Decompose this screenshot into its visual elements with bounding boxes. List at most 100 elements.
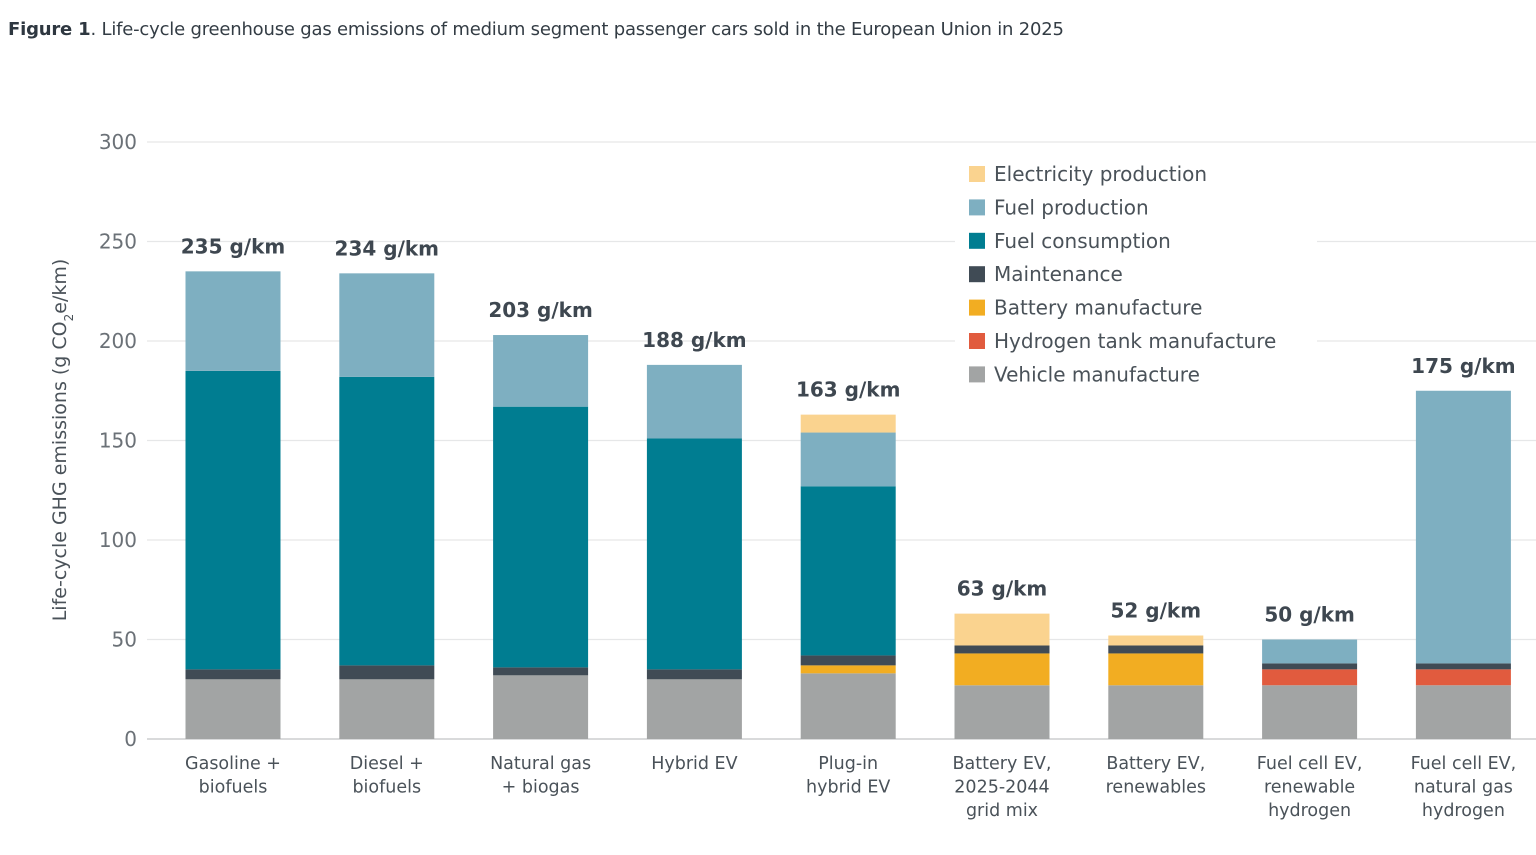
bar-segment-fuel-production — [1415, 390, 1511, 664]
legend-item: Fuel consumption — [969, 229, 1171, 253]
x-category-label: Battery EV, 2025-2044 grid mix — [953, 754, 1052, 821]
figure-caption: . Life-cycle greenhouse gas emissions of… — [90, 19, 1064, 40]
x-category-label: Gasoline + biofuels — [185, 754, 281, 798]
bar-segment-vehicle-manufacture — [1415, 685, 1511, 739]
bar-segment-fuel-production — [493, 335, 589, 407]
x-category-label: Battery EV, renewables — [1106, 754, 1206, 798]
bar-segment-maintenance — [646, 669, 742, 680]
bar-segment-vehicle-manufacture — [1108, 685, 1204, 739]
bar-segment-vehicle-manufacture — [646, 679, 742, 739]
bar-segment-electricity-production — [954, 613, 1050, 646]
y-tick-label: 250 — [99, 230, 137, 254]
total-label: 234 g/km — [335, 236, 439, 260]
total-label: 175 g/km — [1411, 354, 1515, 378]
bar-segment-maintenance — [185, 669, 281, 680]
y-tick-label: 0 — [124, 727, 137, 751]
legend-background — [955, 158, 1317, 390]
bar-stack — [185, 271, 281, 739]
bar-segment-fuel-consumption — [493, 406, 589, 668]
x-category-label: Plug-in hybrid EV — [806, 754, 890, 798]
legend-item: Hydrogen tank manufacture — [969, 329, 1276, 353]
bar-segment-fuel-production — [185, 271, 281, 371]
y-tick-label: 50 — [112, 628, 137, 652]
bar-segment-maintenance — [800, 655, 896, 666]
legend-label: Hydrogen tank manufacture — [994, 329, 1276, 353]
y-axis-ticks: 0 50 100 150 200 250 300 — [99, 130, 137, 751]
y-tick-label: 150 — [99, 429, 137, 453]
legend-label: Fuel production — [994, 195, 1149, 219]
bar-segment-electricity-production — [800, 414, 896, 433]
bar-segment-fuel-production — [646, 364, 742, 439]
total-label: 50 g/km — [1264, 603, 1355, 627]
legend-item: Electricity production — [969, 162, 1207, 186]
bar-segment-fuel-consumption — [185, 370, 281, 670]
bar-stack — [1108, 635, 1204, 739]
legend-label: Maintenance — [994, 262, 1123, 286]
bar-stack — [1262, 639, 1358, 739]
legend-label: Vehicle manufacture — [994, 362, 1200, 386]
x-category-label: Fuel cell EV, natural gas hydrogen — [1411, 754, 1517, 821]
legend: Electricity production Fuel production Fue… — [955, 158, 1317, 390]
legend-item: Fuel production — [969, 195, 1149, 219]
bar-segment-vehicle-manufacture — [185, 679, 281, 739]
figure-title: Figure 1. Life-cycle greenhouse gas emis… — [8, 19, 1064, 40]
x-category-label: Hybrid EV — [651, 754, 737, 774]
bar-segment-fuel-production — [339, 273, 435, 377]
total-label: 63 g/km — [957, 577, 1048, 601]
bar-segment-fuel-consumption — [800, 486, 896, 656]
legend-swatch — [969, 266, 985, 283]
figure-label: Figure 1 — [8, 19, 91, 40]
x-category-label: Diesel + biofuels — [350, 754, 424, 798]
bar-segment-fuel-production — [1262, 639, 1358, 664]
legend-swatch — [969, 166, 985, 182]
total-label: 188 g/km — [642, 328, 746, 352]
bar-segment-hydrogen-tank-manufacture — [1415, 669, 1511, 686]
bar-segment-fuel-production — [800, 432, 896, 487]
bar-stack — [339, 273, 435, 739]
legend-item: Vehicle manufacture — [969, 362, 1200, 386]
legend-swatch — [969, 333, 985, 349]
legend-swatch — [969, 232, 985, 249]
bar-segment-vehicle-manufacture — [800, 673, 896, 739]
bars — [185, 271, 1511, 739]
bar-stack — [646, 364, 742, 739]
legend-item: Maintenance — [969, 262, 1123, 286]
y-axis-label: Life-cycle GHG emissions (g CO2e/km) — [49, 259, 76, 622]
bar-segment-fuel-consumption — [646, 438, 742, 670]
bar-segment-maintenance — [1262, 663, 1358, 670]
bar-segment-hydrogen-tank-manufacture — [1262, 669, 1358, 686]
bar-segment-vehicle-manufacture — [339, 679, 435, 739]
legend-item: Battery manufacture — [969, 296, 1202, 320]
bar-segment-vehicle-manufacture — [954, 685, 1050, 739]
bar-segment-fuel-consumption — [339, 376, 435, 666]
bar-segment-maintenance — [1415, 663, 1511, 670]
bar-stack — [800, 414, 896, 739]
x-category-label: Natural gas + biogas — [490, 754, 591, 798]
total-label: 235 g/km — [181, 234, 285, 258]
bar-stack — [954, 613, 1050, 739]
total-label: 203 g/km — [488, 298, 592, 322]
x-axis-category-labels: Gasoline + biofuels Diesel + biofuels Natura… — [185, 754, 1516, 821]
x-category-label: Fuel cell EV, renewable hydrogen — [1257, 754, 1363, 821]
bar-segment-maintenance — [954, 645, 1050, 654]
bar-segment-vehicle-manufacture — [1262, 685, 1358, 739]
y-tick-label: 300 — [99, 130, 137, 154]
legend-swatch — [969, 199, 985, 216]
bar-stack — [493, 335, 589, 739]
total-label: 52 g/km — [1111, 599, 1202, 623]
bar-segment-maintenance — [339, 665, 435, 680]
y-tick-label: 200 — [99, 329, 137, 353]
legend-label: Battery manufacture — [994, 296, 1202, 320]
bar-segment-battery-manufacture — [800, 665, 896, 674]
bar-segment-vehicle-manufacture — [493, 675, 589, 739]
total-label: 163 g/km — [796, 378, 900, 402]
bar-segment-maintenance — [493, 667, 589, 676]
total-labels: 235 g/km 234 g/km 203 g/km 188 g/km 163 g/km… — [181, 234, 1516, 626]
y-tick-label: 100 — [99, 528, 137, 552]
bar-stack — [1415, 390, 1511, 739]
bar-segment-maintenance — [1108, 645, 1204, 654]
legend-label: Fuel consumption — [994, 229, 1171, 253]
bar-segment-battery-manufacture — [954, 653, 1050, 686]
legend-swatch — [969, 299, 985, 316]
